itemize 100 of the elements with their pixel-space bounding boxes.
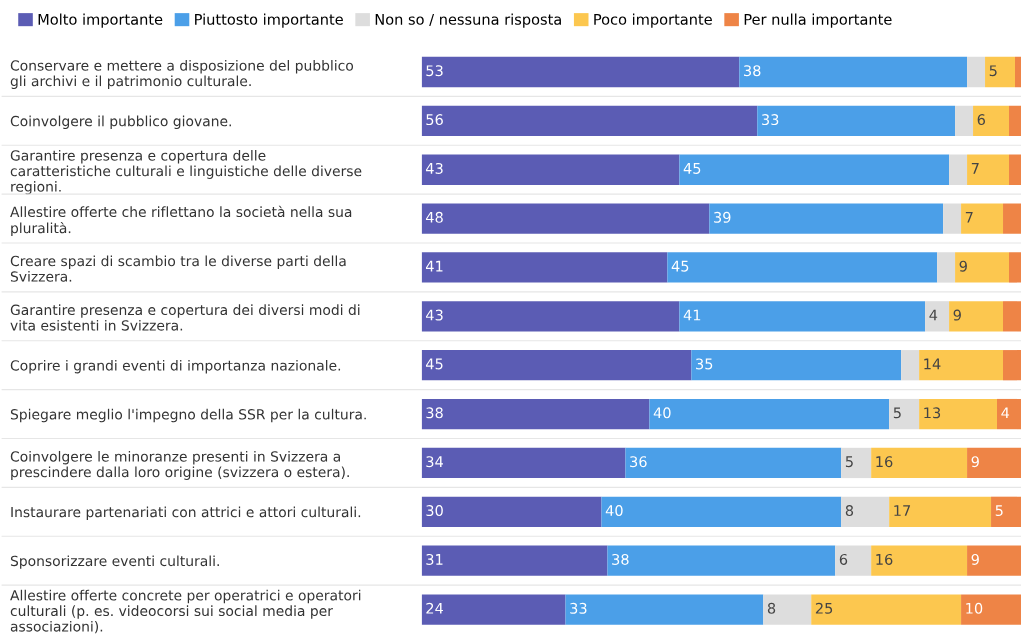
legend-label: Per nulla importante xyxy=(744,13,892,28)
bar xyxy=(991,496,1021,527)
data-label: 48 xyxy=(425,211,443,223)
bar xyxy=(949,301,1004,332)
bar xyxy=(709,203,944,234)
bar xyxy=(985,56,1016,88)
data-label: 4 xyxy=(929,309,938,321)
data-label: 5 xyxy=(989,65,997,77)
data-label: 6 xyxy=(977,114,986,126)
data-label: 45 xyxy=(425,358,443,370)
data-label: 5 xyxy=(893,407,901,419)
bar xyxy=(889,398,920,430)
bar xyxy=(973,105,1010,137)
y-tick-label: Garantire presenza e copertura dei diversi modi di vita esistenti in Svizzera. xyxy=(10,304,360,331)
bar xyxy=(421,154,680,185)
bar xyxy=(1003,203,1021,234)
data-label: 9 xyxy=(953,309,961,321)
y-tick-label: Conservare e mettere a disposizione del pubblico gli archivi e il patrimonio culturale. xyxy=(10,59,354,89)
bar xyxy=(835,545,872,576)
data-label: 24 xyxy=(426,602,444,614)
bar xyxy=(937,252,956,283)
data-label: 43 xyxy=(425,309,443,321)
bar xyxy=(421,594,566,625)
data-label: 25 xyxy=(815,602,833,614)
bar xyxy=(421,252,668,283)
bar xyxy=(955,105,974,137)
y-tick-label: Garantire presenza e copertura delle caratteristiche culturali e linguistiche delle diverse regioni. xyxy=(10,149,362,195)
bar xyxy=(1009,105,1021,137)
bar xyxy=(955,252,1010,283)
bar xyxy=(421,496,602,527)
bar xyxy=(961,594,1021,625)
bar xyxy=(943,203,962,234)
bar xyxy=(925,301,950,332)
bar xyxy=(607,545,836,576)
legend-label: Poco importante xyxy=(594,13,712,28)
data-label: 38 xyxy=(426,407,443,419)
bar xyxy=(919,398,998,430)
bar xyxy=(421,56,740,88)
data-label: 33 xyxy=(762,114,779,126)
data-label: 40 xyxy=(605,505,623,517)
y-tick-label: Instaurare partenariati con attrici e attori culturali. xyxy=(11,506,361,520)
data-label: 5 xyxy=(995,505,1003,517)
data-label: 45 xyxy=(683,163,701,174)
y-tick-label: Coinvolgere il pubblico giovane. xyxy=(10,115,231,130)
bar xyxy=(961,203,1004,234)
data-label: 40 xyxy=(653,407,671,419)
data-label: 53 xyxy=(426,65,443,77)
bar xyxy=(691,350,902,381)
bar xyxy=(421,105,758,137)
bar xyxy=(679,154,950,185)
data-label: 30 xyxy=(426,505,443,517)
bar xyxy=(421,545,608,576)
data-label: 35 xyxy=(696,358,713,370)
bar xyxy=(421,447,626,479)
bar xyxy=(667,252,938,283)
bar xyxy=(421,203,710,234)
data-label: 39 xyxy=(714,211,731,223)
bar xyxy=(967,447,1021,479)
bar xyxy=(1009,252,1021,283)
data-label: 16 xyxy=(876,456,893,468)
data-label: 33 xyxy=(570,602,587,614)
y-tick-label: Coinvolgere le minoranze presenti in Svizzera a prescindere dalla loro origine (svizzera o estera). xyxy=(10,450,349,480)
bar xyxy=(871,545,968,576)
data-label: 36 xyxy=(630,456,647,468)
data-label: 16 xyxy=(876,553,893,565)
bar xyxy=(1009,154,1021,185)
bar xyxy=(757,105,956,137)
bar xyxy=(739,56,968,88)
data-label: 4 xyxy=(1001,407,1010,419)
bar xyxy=(421,301,680,332)
bar xyxy=(949,154,968,185)
bar xyxy=(967,56,986,88)
data-label: 56 xyxy=(426,114,443,126)
data-label: 13 xyxy=(924,407,941,419)
bar xyxy=(811,594,962,625)
data-label: 9 xyxy=(971,553,979,565)
data-label: 41 xyxy=(683,309,701,321)
bar xyxy=(679,301,926,332)
bar xyxy=(421,350,692,381)
data-label: 8 xyxy=(767,602,776,614)
data-label: 9 xyxy=(959,260,967,272)
bar xyxy=(841,447,872,479)
bar xyxy=(889,496,992,527)
bar xyxy=(871,447,968,479)
bar xyxy=(601,496,842,527)
bar xyxy=(565,594,764,625)
y-tick-label: Creare spazi di scambio tra le diverse parti della Svizzera. xyxy=(10,255,346,282)
data-label: 38 xyxy=(612,553,629,565)
bar xyxy=(967,545,1021,576)
data-label: 31 xyxy=(426,553,443,565)
legend-label: Non so / nessuna risposta xyxy=(375,13,561,28)
data-label: 6 xyxy=(839,553,848,565)
data-label: 7 xyxy=(965,211,973,223)
bar xyxy=(625,447,842,479)
data-label: 9 xyxy=(971,456,979,468)
data-label: 14 xyxy=(924,358,941,370)
data-label: 5 xyxy=(845,456,853,468)
bar xyxy=(841,496,890,527)
legend-label: Piuttosto importante xyxy=(195,13,343,28)
data-label: 10 xyxy=(966,602,983,614)
